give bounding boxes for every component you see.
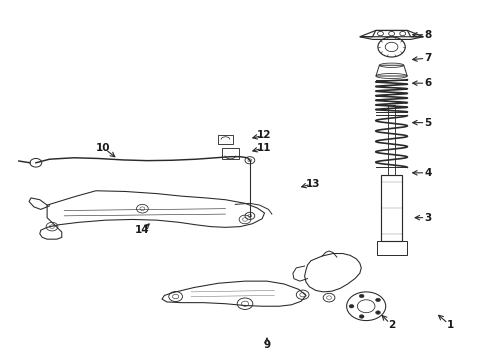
Text: 12: 12 <box>257 130 272 140</box>
Text: 2: 2 <box>388 320 395 330</box>
Text: 3: 3 <box>425 213 432 222</box>
Text: 7: 7 <box>424 53 432 63</box>
Circle shape <box>376 298 380 302</box>
Circle shape <box>349 305 354 308</box>
Text: 14: 14 <box>135 225 150 235</box>
Bar <box>376 241 407 255</box>
Text: 5: 5 <box>425 118 432 128</box>
Text: 10: 10 <box>96 143 111 153</box>
Text: 11: 11 <box>257 143 272 153</box>
Text: 1: 1 <box>446 320 454 330</box>
Circle shape <box>359 315 364 318</box>
Circle shape <box>359 294 364 298</box>
Circle shape <box>376 311 380 314</box>
Text: 13: 13 <box>306 179 320 189</box>
Text: 6: 6 <box>425 78 432 88</box>
Text: 9: 9 <box>264 340 270 350</box>
Text: 4: 4 <box>424 168 432 178</box>
Bar <box>388 105 395 175</box>
Text: 8: 8 <box>425 30 432 40</box>
Bar <box>381 175 402 241</box>
